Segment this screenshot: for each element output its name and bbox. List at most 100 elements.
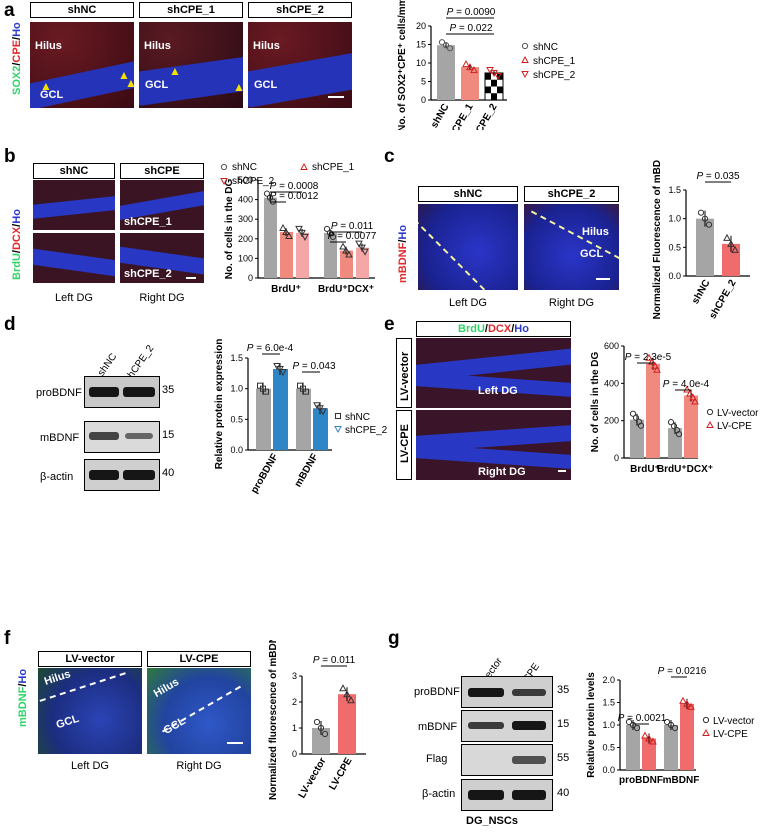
point-b: [339, 242, 347, 250]
caption-c-left: Left DG: [449, 297, 487, 309]
y-tick-label-f: 3: [292, 671, 297, 681]
caption-g-dgnscs: DG_NSCs: [466, 815, 518, 827]
legend-marker-a: [521, 55, 529, 63]
legend-label-g: LV-vector: [713, 716, 755, 727]
mw-d-1: 35: [162, 384, 175, 396]
point-c: [727, 239, 735, 247]
p-value-g-1: P = 0.0021: [618, 713, 667, 724]
legend-label-d: shNC: [345, 412, 370, 423]
point-g: [649, 737, 657, 745]
micrograph-a-shcpe2: Hilus GCL: [248, 22, 352, 108]
point-b: [298, 229, 306, 237]
panel-label-c: c: [384, 146, 395, 167]
caption-b-right: Right DG: [139, 292, 185, 304]
p-value-e-1: P = 2.3e-5: [625, 352, 672, 363]
point-b: [282, 227, 290, 235]
micrograph-e-vector: Left DG: [416, 338, 571, 408]
caption-c-right: Right DG: [548, 297, 595, 309]
row-e-lvcpe: LV-CPE: [396, 410, 412, 480]
x-label-d: mBDNF: [293, 452, 321, 489]
bar-b: [324, 232, 337, 278]
point-f: [313, 718, 321, 726]
stain-label-b: BrdU/DCX/Ho: [11, 209, 23, 280]
panel-label-d: d: [4, 314, 16, 335]
header-shnc: shNC: [30, 2, 134, 18]
header-f-lvvector: LV-vector: [38, 651, 142, 667]
p-value-e-2: P = 4.0e-4: [663, 379, 710, 390]
y-tick-label-g: 1.0: [602, 720, 615, 730]
point-e: [653, 365, 661, 373]
point-a: [438, 39, 446, 46]
point-g: [683, 699, 691, 707]
legend-marker-e: [706, 408, 714, 416]
caption-f-right: Right DG: [176, 760, 222, 772]
micrograph-e-cpe: Right DG: [416, 410, 571, 480]
mw-d-2: 15: [162, 429, 175, 441]
point-b: [263, 190, 271, 197]
bar-c: [696, 218, 714, 276]
legend-marker-a: [521, 42, 529, 50]
point-e: [648, 357, 656, 365]
panel-label-e: e: [384, 314, 395, 335]
micrograph-f-cpe: Hilus GCL: [147, 668, 251, 754]
stain-label-c: mBDNF/Ho: [397, 224, 409, 283]
panel-label-f: f: [4, 628, 11, 649]
point-f: [347, 696, 355, 704]
point-d: [263, 388, 269, 395]
header-f-lvcpe: LV-CPE: [147, 651, 251, 667]
point-g: [633, 724, 641, 732]
point-c: [723, 233, 731, 241]
legend-marker-g: [702, 716, 710, 724]
micrograph-b-3: [33, 233, 115, 283]
header-c-shcpe2: shCPE_2: [524, 186, 619, 202]
chart-d: 0.0 0.5 1.0 1.5 Relative protein expression p…: [214, 339, 388, 496]
y-tick-label-a: 5: [421, 77, 426, 87]
point-a: [462, 60, 470, 68]
point-d: [303, 388, 309, 395]
bar-e: [646, 363, 660, 458]
point-a: [442, 42, 450, 49]
bar-g: [664, 725, 678, 770]
bar-a: [461, 67, 479, 100]
x-label-e: BrdU⁺DCX⁺: [657, 464, 713, 475]
bar-g: [642, 738, 656, 770]
bar-g: [626, 725, 640, 770]
blot-d-probdnf: [84, 376, 160, 408]
p-value-b-3: P = 0.011: [331, 221, 374, 232]
point-b: [358, 244, 366, 252]
bar-f: [312, 728, 330, 754]
micrograph-c-shnc: [418, 204, 518, 290]
point-e: [670, 423, 678, 430]
point-b: [323, 225, 331, 233]
micrograph-c-shcpe2: Hilus GCL: [524, 204, 619, 290]
x-label-a: shCPE_1: [444, 102, 475, 130]
y-tick-label-f: 0: [292, 749, 297, 759]
bar-b: [296, 232, 309, 278]
x-label-b: BrdU⁺DCX⁺: [318, 284, 374, 295]
point-g: [663, 718, 671, 726]
y-tick-label-b: 0: [248, 273, 253, 283]
panel-label-b: b: [4, 146, 16, 167]
legend-marker-d: [335, 413, 341, 419]
bar-f: [338, 694, 356, 754]
bar-d: [273, 369, 288, 450]
legend-label-d: shCPE_2: [345, 425, 388, 436]
x-label-f: LV-vector: [297, 756, 329, 800]
bar-d: [313, 408, 328, 450]
legend-marker-b: [220, 178, 228, 186]
y-axis-label-e: No. of cells in the DG: [590, 352, 601, 453]
point-f: [343, 690, 351, 698]
legend-label-b: shCPE_1: [312, 162, 355, 173]
legend-marker-b: [220, 163, 228, 171]
header-shcpe2: shCPE_2: [248, 2, 352, 18]
point-e: [675, 431, 683, 438]
legend-marker-d: [334, 426, 342, 434]
p-value-g-2: P = 0.0216: [658, 666, 707, 677]
point-b: [285, 231, 293, 239]
y-tick-label-e: 400: [604, 378, 619, 388]
p-value-a-2: P = 0.0090: [447, 7, 496, 18]
point-c: [705, 221, 713, 228]
bar-a-pattern: [485, 72, 491, 80]
bar-a: [437, 45, 455, 100]
